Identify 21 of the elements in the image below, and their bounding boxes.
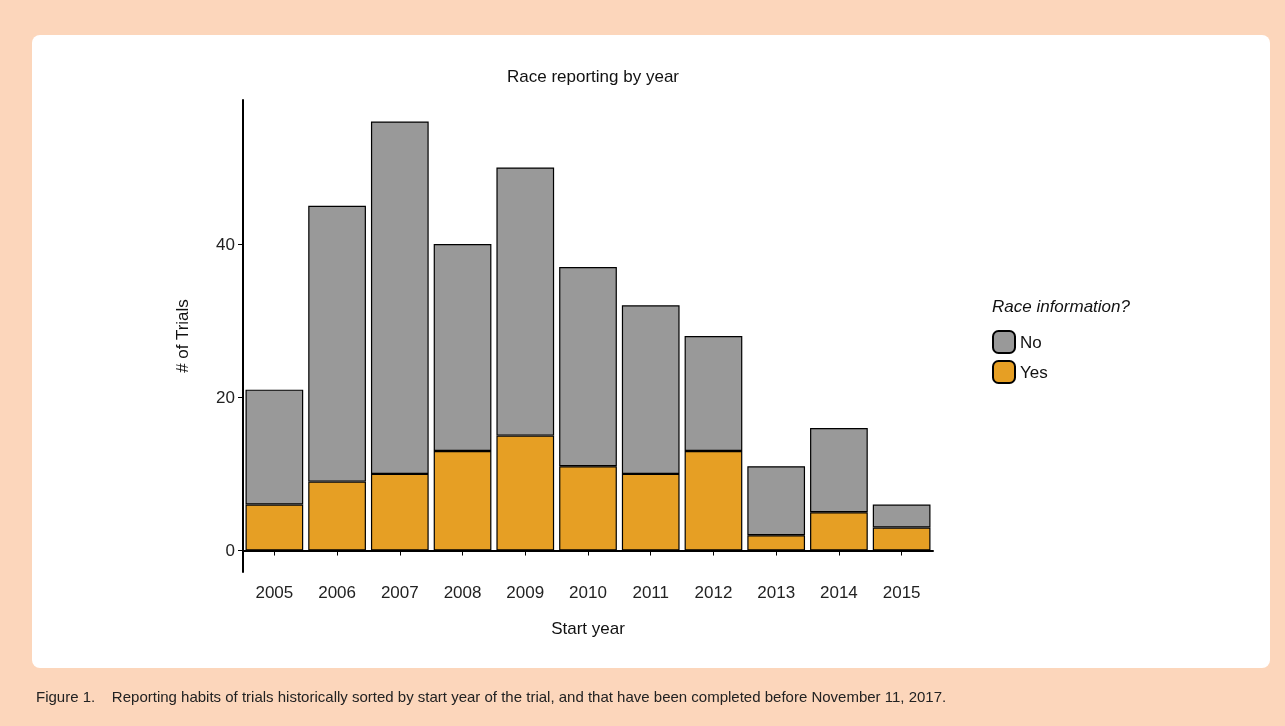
x-tick-label: 2014: [820, 583, 858, 602]
x-tick-label: 2013: [757, 583, 796, 602]
caption: Figure 1. Reporting habits of trials historically sorted by start year of the trial, and that have been completed before November 11, 2017.: [36, 688, 947, 705]
y-axis-title: # of Trials: [173, 299, 192, 373]
x-tick-label: 2005: [255, 583, 294, 602]
legend-title: Race information?: [992, 297, 1131, 316]
x-tick-label: 2015: [882, 583, 921, 602]
x-tick-label: 2006: [318, 583, 356, 602]
legend-label: No: [1020, 332, 1042, 352]
x-tick-label: 2008: [443, 583, 482, 602]
legend-label: Yes: [1020, 362, 1048, 382]
x-tick-label: 2012: [694, 583, 733, 602]
x-tick-label: 2007: [380, 583, 419, 602]
y-tick-label: 0: [225, 541, 235, 561]
x-axis-title: Start year: [551, 619, 626, 638]
y-tick-label: 40: [216, 234, 235, 254]
x-tick-label: 2011: [632, 583, 670, 602]
x-tick-label: 2010: [569, 583, 607, 602]
y-tick-label: 20: [216, 387, 235, 407]
x-tick-label: 2009: [506, 583, 545, 602]
chart-title: Race reporting by year: [507, 67, 680, 86]
